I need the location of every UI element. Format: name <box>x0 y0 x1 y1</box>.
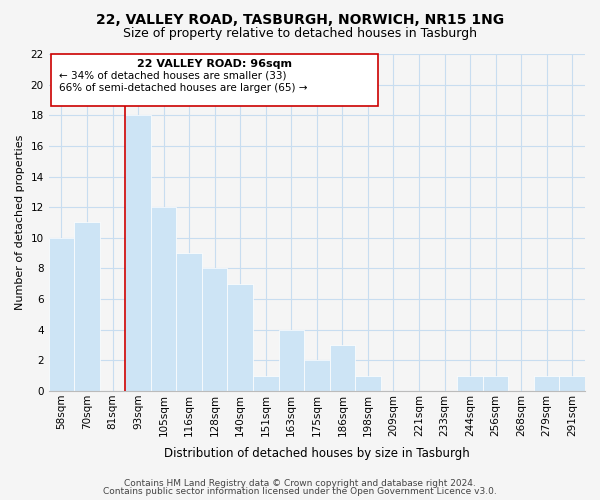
Bar <box>176 253 202 391</box>
Text: 22, VALLEY ROAD, TASBURGH, NORWICH, NR15 1NG: 22, VALLEY ROAD, TASBURGH, NORWICH, NR15… <box>96 12 504 26</box>
Bar <box>457 376 483 391</box>
Text: 66% of semi-detached houses are larger (65) →: 66% of semi-detached houses are larger (… <box>59 83 307 93</box>
Bar <box>355 376 380 391</box>
Bar <box>51 54 378 106</box>
Bar <box>49 238 74 391</box>
Bar <box>227 284 253 391</box>
Bar <box>202 268 227 391</box>
Y-axis label: Number of detached properties: Number of detached properties <box>15 135 25 310</box>
Text: Size of property relative to detached houses in Tasburgh: Size of property relative to detached ho… <box>123 28 477 40</box>
X-axis label: Distribution of detached houses by size in Tasburgh: Distribution of detached houses by size … <box>164 447 470 460</box>
Text: 22 VALLEY ROAD: 96sqm: 22 VALLEY ROAD: 96sqm <box>137 58 292 68</box>
Text: Contains public sector information licensed under the Open Government Licence v3: Contains public sector information licen… <box>103 487 497 496</box>
Bar <box>483 376 508 391</box>
Bar <box>151 207 176 391</box>
Bar <box>304 360 329 391</box>
Bar <box>74 222 100 391</box>
Bar <box>125 116 151 391</box>
Bar <box>253 376 278 391</box>
Bar <box>559 376 585 391</box>
Bar <box>329 345 355 391</box>
Bar <box>278 330 304 391</box>
Bar <box>534 376 559 391</box>
Text: ← 34% of detached houses are smaller (33): ← 34% of detached houses are smaller (33… <box>59 71 286 81</box>
Text: Contains HM Land Registry data © Crown copyright and database right 2024.: Contains HM Land Registry data © Crown c… <box>124 478 476 488</box>
